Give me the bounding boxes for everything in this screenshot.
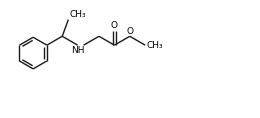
Text: O: O — [126, 27, 133, 36]
Text: NH: NH — [71, 46, 84, 55]
Text: O: O — [111, 21, 118, 30]
Text: CH₃: CH₃ — [146, 41, 163, 50]
Text: CH₃: CH₃ — [70, 10, 86, 19]
